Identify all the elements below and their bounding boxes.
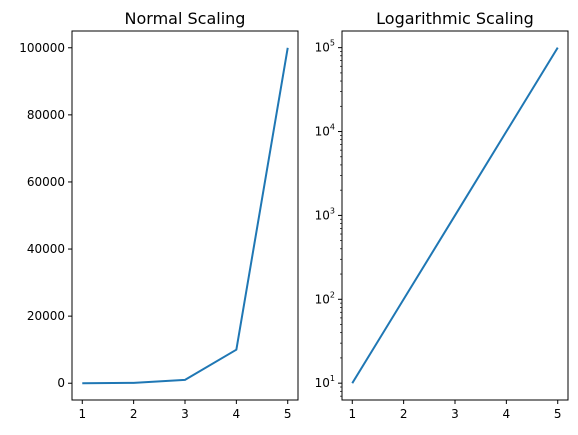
normal-scaling-x-tick-label: 3 [181, 407, 189, 421]
normal-scaling-y-tick-label: 0 [57, 376, 65, 390]
normal-scaling-series-line [82, 47, 289, 385]
normal-scaling-y-tick-label: 80000 [27, 108, 65, 122]
logarithmic-scaling-x-tick-label: 2 [400, 407, 408, 421]
normal-scaling-x-tick-label: 1 [78, 407, 86, 421]
logarithmic-scaling-y-tick-label: 101 [315, 374, 335, 390]
logarithmic-scaling-panel: Logarithmic Scaling 1 2 3 4 5 101 102 103 104 105 [315, 9, 569, 421]
normal-scaling-title: Normal Scaling [125, 9, 246, 28]
logarithmic-scaling-x-tick-label: 3 [451, 407, 459, 421]
normal-scaling-marks: 1 2 3 4 5 0 20000 40000 60000 80000 100000 [19, 41, 291, 421]
logarithmic-scaling-title: Logarithmic Scaling [376, 9, 534, 28]
normal-scaling-y-tick-label: 100000 [19, 41, 65, 55]
logarithmic-scaling-x-tick-label: 5 [554, 407, 562, 421]
logarithmic-scaling-x-tick-label: 4 [503, 407, 511, 421]
logarithmic-scaling-y-tick-label: 103 [315, 206, 335, 222]
normal-scaling-x-tick-label: 2 [130, 407, 138, 421]
normal-scaling-y-tick-label: 40000 [27, 242, 65, 256]
logarithmic-scaling-axes-frame [341, 30, 569, 401]
normal-scaling-x-tick-label: 4 [233, 407, 241, 421]
normal-scaling-y-tick-label: 20000 [27, 309, 65, 323]
logarithmic-scaling-y-tick-label: 102 [315, 290, 335, 306]
logarithmic-scaling-x-tick-label: 1 [348, 407, 356, 421]
logarithmic-scaling-series-line [351, 47, 559, 384]
logarithmic-scaling-marks: 1 2 3 4 5 101 102 103 104 105 [315, 39, 562, 421]
normal-scaling-axes-frame [71, 30, 299, 401]
normal-scaling-x-tick-label: 5 [284, 407, 292, 421]
logarithmic-scaling-y-tick-label: 104 [315, 123, 335, 139]
normal-scaling-y-tick-label: 60000 [27, 175, 65, 189]
normal-scaling-panel: Normal Scaling 1 2 3 4 5 0 20000 40000 60000 8000… [19, 9, 299, 421]
logarithmic-scaling-y-tick-label: 105 [315, 39, 335, 55]
